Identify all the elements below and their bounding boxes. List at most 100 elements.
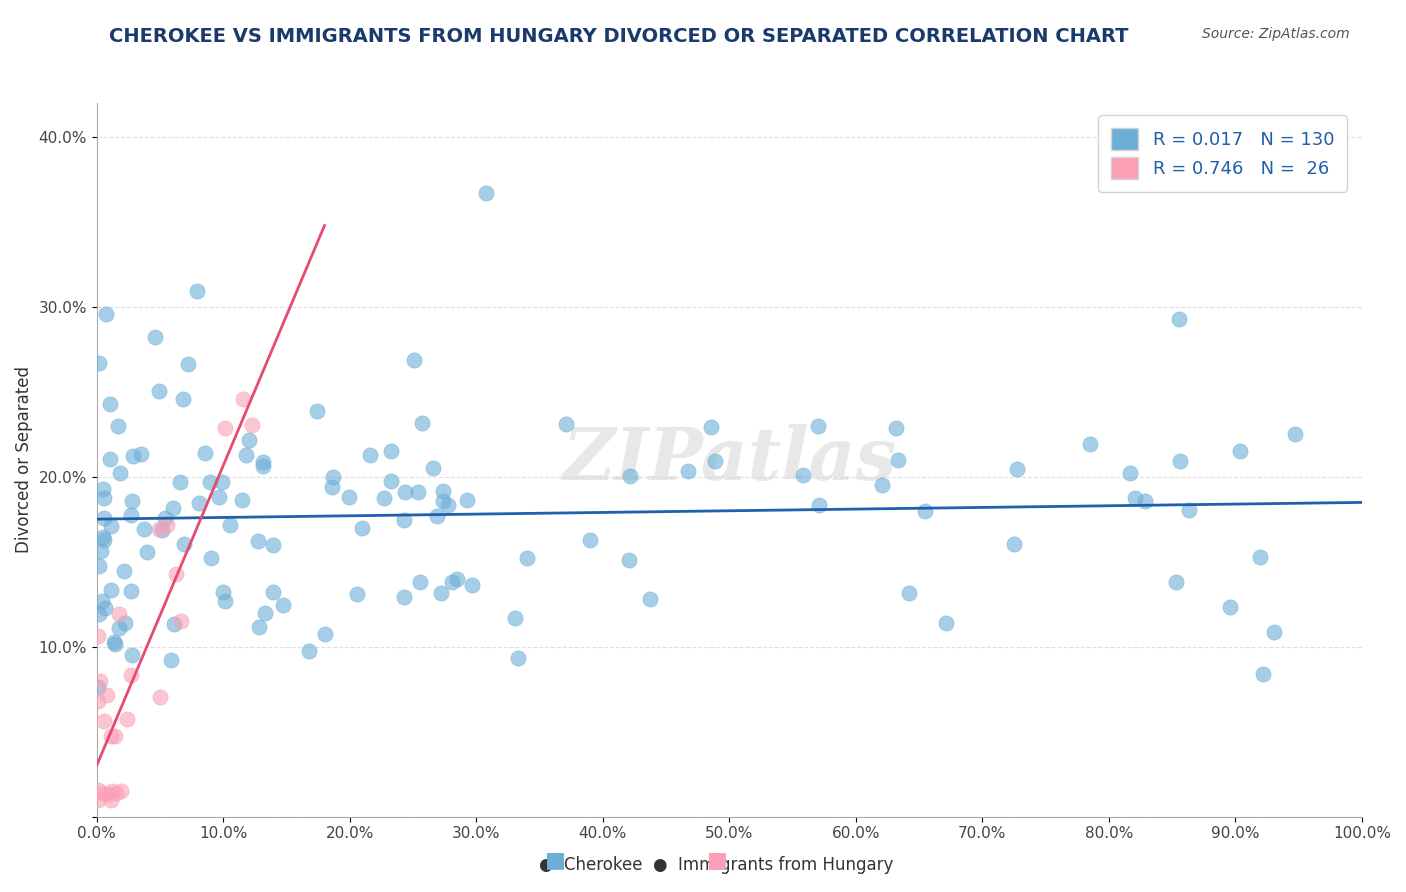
Cherokee bbox=[198, 475, 221, 490]
Cherokee bbox=[394, 590, 416, 604]
Cherokee bbox=[1168, 453, 1191, 467]
Cherokee bbox=[107, 621, 129, 635]
Cherokee bbox=[426, 509, 449, 524]
Immigrants from Hungary bbox=[91, 786, 114, 800]
Cherokee bbox=[700, 420, 723, 434]
Cherokee bbox=[98, 452, 121, 467]
Cherokee bbox=[173, 536, 195, 550]
Cherokee bbox=[402, 353, 425, 368]
Cherokee bbox=[91, 482, 114, 496]
Cherokee bbox=[247, 620, 270, 634]
Immigrants from Hungary bbox=[232, 392, 254, 407]
Cherokee bbox=[94, 600, 117, 615]
Immigrants from Hungary bbox=[165, 566, 187, 581]
Cherokee bbox=[1168, 312, 1191, 326]
Immigrants from Hungary bbox=[240, 418, 263, 433]
Cherokee bbox=[1263, 625, 1285, 640]
Cherokee bbox=[870, 478, 893, 492]
Immigrants from Hungary bbox=[108, 607, 131, 621]
Cherokee bbox=[100, 582, 122, 597]
Cherokee bbox=[103, 635, 125, 649]
Cherokee bbox=[135, 545, 157, 559]
Cherokee bbox=[1005, 462, 1028, 476]
Immigrants from Hungary bbox=[110, 784, 132, 798]
Cherokee bbox=[114, 615, 136, 630]
Cherokee bbox=[422, 461, 444, 475]
Immigrants from Hungary bbox=[89, 674, 111, 689]
Cherokee bbox=[262, 585, 284, 599]
Cherokee bbox=[107, 419, 129, 434]
Immigrants from Hungary bbox=[100, 792, 122, 806]
Cherokee bbox=[436, 498, 458, 512]
Text: ●  Cherokee: ● Cherokee bbox=[538, 856, 643, 874]
Immigrants from Hungary bbox=[93, 714, 115, 729]
Cherokee bbox=[1219, 600, 1241, 615]
Immigrants from Hungary bbox=[87, 694, 110, 708]
Immigrants from Hungary bbox=[120, 668, 142, 682]
Cherokee bbox=[87, 559, 110, 574]
Cherokee bbox=[350, 521, 373, 535]
Immigrants from Hungary bbox=[104, 729, 127, 743]
Cherokee bbox=[321, 480, 343, 494]
Immigrants from Hungary bbox=[105, 786, 128, 800]
Cherokee bbox=[129, 447, 152, 461]
Cherokee bbox=[150, 523, 173, 537]
Cherokee bbox=[153, 511, 176, 525]
Cherokee bbox=[1229, 444, 1251, 458]
Text: CHEROKEE VS IMMIGRANTS FROM HUNGARY DIVORCED OR SEPARATED CORRELATION CHART: CHEROKEE VS IMMIGRANTS FROM HUNGARY DIVO… bbox=[108, 27, 1129, 45]
Immigrants from Hungary bbox=[97, 787, 120, 801]
Immigrants from Hungary bbox=[214, 421, 236, 435]
Cherokee bbox=[93, 491, 115, 505]
Cherokee bbox=[169, 475, 191, 489]
Cherokee bbox=[898, 586, 921, 600]
Cherokee bbox=[359, 448, 381, 462]
Cherokee bbox=[373, 491, 395, 505]
Cherokee bbox=[238, 434, 260, 448]
Cherokee bbox=[1164, 574, 1187, 589]
Cherokee bbox=[322, 470, 344, 484]
Cherokee bbox=[406, 485, 429, 500]
Cherokee bbox=[792, 467, 814, 482]
Cherokee bbox=[1133, 494, 1156, 508]
Cherokee bbox=[432, 494, 454, 508]
Legend: R = 0.017   N = 130, R = 0.746   N =  26: R = 0.017 N = 130, R = 0.746 N = 26 bbox=[1098, 115, 1347, 192]
Immigrants from Hungary bbox=[87, 629, 110, 643]
Cherokee bbox=[429, 586, 451, 600]
Cherokee bbox=[271, 598, 294, 612]
Cherokee bbox=[252, 454, 274, 468]
Cherokee bbox=[579, 533, 602, 548]
Cherokee bbox=[638, 592, 661, 607]
Cherokee bbox=[104, 637, 127, 651]
Cherokee bbox=[440, 574, 463, 589]
Cherokee bbox=[235, 449, 257, 463]
Cherokee bbox=[90, 543, 112, 558]
Cherokee bbox=[676, 464, 699, 478]
Cherokee bbox=[619, 553, 641, 567]
Cherokee bbox=[456, 492, 478, 507]
Cherokee bbox=[807, 499, 830, 513]
Cherokee bbox=[380, 444, 402, 458]
Cherokee bbox=[914, 504, 936, 518]
Cherokee bbox=[120, 508, 142, 522]
Cherokee bbox=[247, 534, 270, 549]
Cherokee bbox=[516, 551, 538, 566]
Cherokee bbox=[446, 572, 468, 586]
Cherokee bbox=[1253, 667, 1275, 681]
Cherokee bbox=[87, 356, 110, 370]
Y-axis label: Divorced or Separated: Divorced or Separated bbox=[15, 366, 32, 553]
Cherokee bbox=[935, 616, 957, 631]
Cherokee bbox=[100, 519, 122, 533]
Cherokee bbox=[172, 392, 194, 407]
Cherokee bbox=[112, 565, 135, 579]
Text: ZIPatlas: ZIPatlas bbox=[562, 424, 897, 495]
Cherokee bbox=[121, 648, 143, 662]
Cherokee bbox=[1249, 549, 1271, 564]
Cherokee bbox=[887, 453, 910, 467]
Cherokee bbox=[162, 501, 184, 516]
Cherokee bbox=[218, 517, 240, 532]
Cherokee bbox=[1078, 437, 1101, 451]
Cherokee bbox=[214, 593, 236, 607]
Cherokee bbox=[884, 421, 907, 435]
Cherokee bbox=[94, 307, 117, 321]
Cherokee bbox=[143, 330, 166, 344]
